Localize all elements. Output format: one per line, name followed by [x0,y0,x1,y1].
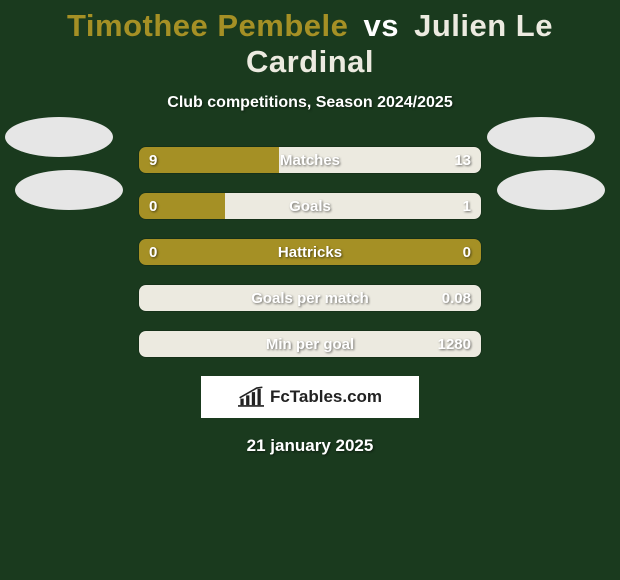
subtitle: Club competitions, Season 2024/2025 [0,94,620,112]
stat-row: Min per goal1280 [138,330,482,358]
brand-text: FcTables.com [270,387,382,407]
stat-row: Goals0 1 [138,192,482,220]
comparison-title: Timothee Pembele vs Julien Le Cardinal [0,0,620,80]
player1-avatar [5,117,113,157]
stat-value-right: 0.08 [442,285,471,312]
stat-value-left: 0 [149,239,157,266]
brand-badge: FcTables.com [201,376,419,418]
vs-text: vs [364,8,399,43]
stat-value-left: 0 [149,193,157,220]
stat-row: Matches9 13 [138,146,482,174]
stat-label: Min per goal [139,331,481,358]
date-text: 21 january 2025 [0,436,620,456]
player1-avatar-small [15,170,123,210]
player2-avatar [487,117,595,157]
stat-value-right: 1280 [438,331,471,358]
chart-icon [238,386,264,408]
player2-avatar-small [497,170,605,210]
player1-name: Timothee Pembele [67,8,348,43]
stats-chart: Matches913Goals01Hattricks00Goals per ma… [138,146,482,358]
stat-value-right: 0 [463,239,471,266]
stat-value-right: 1 [463,193,471,220]
stat-label: Hattricks [139,239,481,266]
stat-label: Goals per match [139,285,481,312]
stat-value-right: 13 [454,147,471,174]
stat-label: Matches [139,147,481,174]
stat-label: Goals [139,193,481,220]
stat-row: Hattricks0 0 [138,238,482,266]
stat-value-left: 9 [149,147,157,174]
stat-row: Goals per match0.08 [138,284,482,312]
